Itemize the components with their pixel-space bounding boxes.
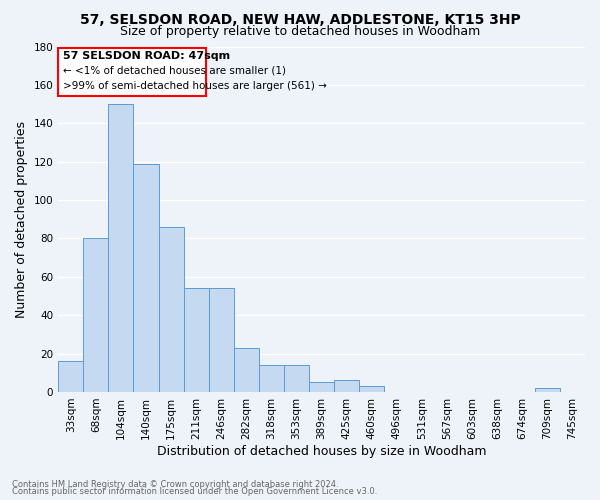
- Bar: [535, 388, 560, 392]
- Text: Contains HM Land Registry data © Crown copyright and database right 2024.: Contains HM Land Registry data © Crown c…: [12, 480, 338, 489]
- Text: Size of property relative to detached houses in Woodham: Size of property relative to detached ho…: [120, 25, 480, 38]
- Text: 57 SELSDON ROAD: 47sqm: 57 SELSDON ROAD: 47sqm: [63, 52, 230, 62]
- Bar: [334, 380, 359, 392]
- Text: ← <1% of detached houses are smaller (1): ← <1% of detached houses are smaller (1): [63, 66, 286, 76]
- Bar: [58, 362, 83, 392]
- Bar: [309, 382, 334, 392]
- Bar: [284, 365, 309, 392]
- Text: 57, SELSDON ROAD, NEW HAW, ADDLESTONE, KT15 3HP: 57, SELSDON ROAD, NEW HAW, ADDLESTONE, K…: [80, 12, 520, 26]
- Bar: [109, 104, 133, 392]
- Y-axis label: Number of detached properties: Number of detached properties: [15, 120, 28, 318]
- Bar: [83, 238, 109, 392]
- Bar: [209, 288, 234, 392]
- Text: Contains public sector information licensed under the Open Government Licence v3: Contains public sector information licen…: [12, 487, 377, 496]
- Bar: [184, 288, 209, 392]
- X-axis label: Distribution of detached houses by size in Woodham: Distribution of detached houses by size …: [157, 444, 487, 458]
- Bar: [58, 48, 206, 96]
- Bar: [359, 386, 385, 392]
- Bar: [133, 164, 158, 392]
- Bar: [259, 365, 284, 392]
- Bar: [234, 348, 259, 392]
- Text: >99% of semi-detached houses are larger (561) →: >99% of semi-detached houses are larger …: [63, 81, 327, 91]
- Bar: [158, 227, 184, 392]
